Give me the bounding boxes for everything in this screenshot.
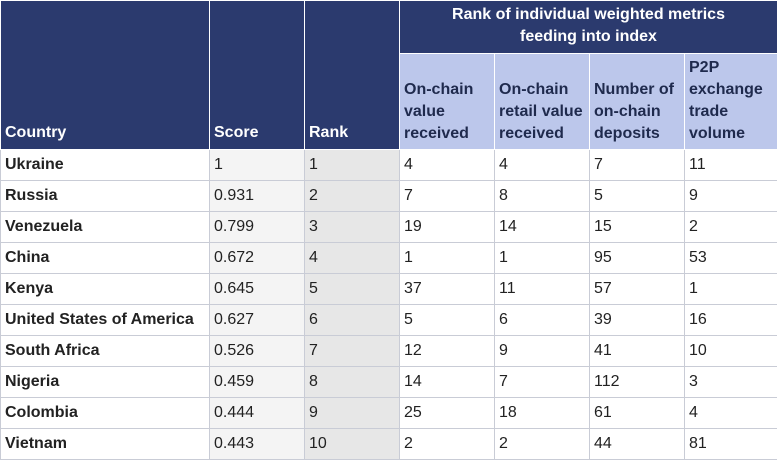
cell-onchain-value: 19 [400, 212, 495, 243]
cell-onchain-retail: 4 [495, 150, 590, 181]
cell-p2p: 10 [685, 336, 777, 367]
cell-score: 0.443 [210, 429, 305, 460]
cell-p2p: 3 [685, 367, 777, 398]
cell-country: Kenya [1, 274, 210, 305]
cell-country: China [1, 243, 210, 274]
cell-rank: 2 [305, 181, 400, 212]
cell-onchain-value: 12 [400, 336, 495, 367]
cell-p2p: 53 [685, 243, 777, 274]
cell-rank: 3 [305, 212, 400, 243]
cell-country: Vietnam [1, 429, 210, 460]
cell-deposits: 57 [590, 274, 685, 305]
cell-onchain-value: 25 [400, 398, 495, 429]
cell-onchain-retail: 14 [495, 212, 590, 243]
cell-rank: 1 [305, 150, 400, 181]
column-header-score: Score [210, 1, 305, 150]
cell-onchain-value: 2 [400, 429, 495, 460]
cell-score: 0.799 [210, 212, 305, 243]
cell-p2p: 11 [685, 150, 777, 181]
cell-p2p: 2 [685, 212, 777, 243]
cell-score: 0.931 [210, 181, 305, 212]
column-header-onchain-retail: On-chain retail value received [495, 54, 590, 150]
group-header-text: Rank of individual weighted metrics feed… [424, 4, 754, 48]
column-header-country: Country [1, 1, 210, 150]
cell-onchain-value: 5 [400, 305, 495, 336]
cell-onchain-value: 4 [400, 150, 495, 181]
cell-onchain-value: 14 [400, 367, 495, 398]
cell-country: Ukraine [1, 150, 210, 181]
cell-country: United States of America [1, 305, 210, 336]
cell-score: 0.672 [210, 243, 305, 274]
cell-p2p: 9 [685, 181, 777, 212]
cell-onchain-value: 1 [400, 243, 495, 274]
cell-onchain-retail: 9 [495, 336, 590, 367]
cell-country: Russia [1, 181, 210, 212]
cell-onchain-retail: 8 [495, 181, 590, 212]
cell-onchain-retail: 11 [495, 274, 590, 305]
cell-rank: 4 [305, 243, 400, 274]
header-group-row: Country Score Rank Rank of individual we… [1, 1, 777, 54]
cell-p2p: 1 [685, 274, 777, 305]
cell-rank: 8 [305, 367, 400, 398]
cell-deposits: 15 [590, 212, 685, 243]
cell-deposits: 7 [590, 150, 685, 181]
cell-onchain-retail: 7 [495, 367, 590, 398]
cell-onchain-retail: 18 [495, 398, 590, 429]
cell-score: 0.627 [210, 305, 305, 336]
cell-country: South Africa [1, 336, 210, 367]
cell-deposits: 39 [590, 305, 685, 336]
cell-deposits: 112 [590, 367, 685, 398]
cell-country: Colombia [1, 398, 210, 429]
column-header-deposits: Number of on-chain deposits [590, 54, 685, 150]
cell-country: Nigeria [1, 367, 210, 398]
cell-rank: 10 [305, 429, 400, 460]
cell-deposits: 41 [590, 336, 685, 367]
cell-onchain-retail: 6 [495, 305, 590, 336]
column-header-rank: Rank [305, 1, 400, 150]
cell-deposits: 5 [590, 181, 685, 212]
cell-rank: 7 [305, 336, 400, 367]
cell-score: 0.526 [210, 336, 305, 367]
cell-country: Venezuela [1, 212, 210, 243]
cell-p2p: 16 [685, 305, 777, 336]
cell-p2p: 81 [685, 429, 777, 460]
cell-onchain-value: 7 [400, 181, 495, 212]
cell-rank: 9 [305, 398, 400, 429]
cell-deposits: 61 [590, 398, 685, 429]
cell-rank: 5 [305, 274, 400, 305]
cell-onchain-retail: 2 [495, 429, 590, 460]
cell-score: 0.444 [210, 398, 305, 429]
cell-rank: 6 [305, 305, 400, 336]
cell-score: 0.645 [210, 274, 305, 305]
cell-onchain-retail: 1 [495, 243, 590, 274]
cell-score: 0.459 [210, 367, 305, 398]
column-header-onchain-value: On-chain value received [400, 54, 495, 150]
cell-deposits: 95 [590, 243, 685, 274]
cell-score: 1 [210, 150, 305, 181]
cell-onchain-value: 37 [400, 274, 495, 305]
cell-deposits: 44 [590, 429, 685, 460]
column-header-p2p: P2P exchange trade volume [685, 54, 777, 150]
column-group-header: Rank of individual weighted metrics feed… [400, 1, 777, 54]
cell-p2p: 4 [685, 398, 777, 429]
